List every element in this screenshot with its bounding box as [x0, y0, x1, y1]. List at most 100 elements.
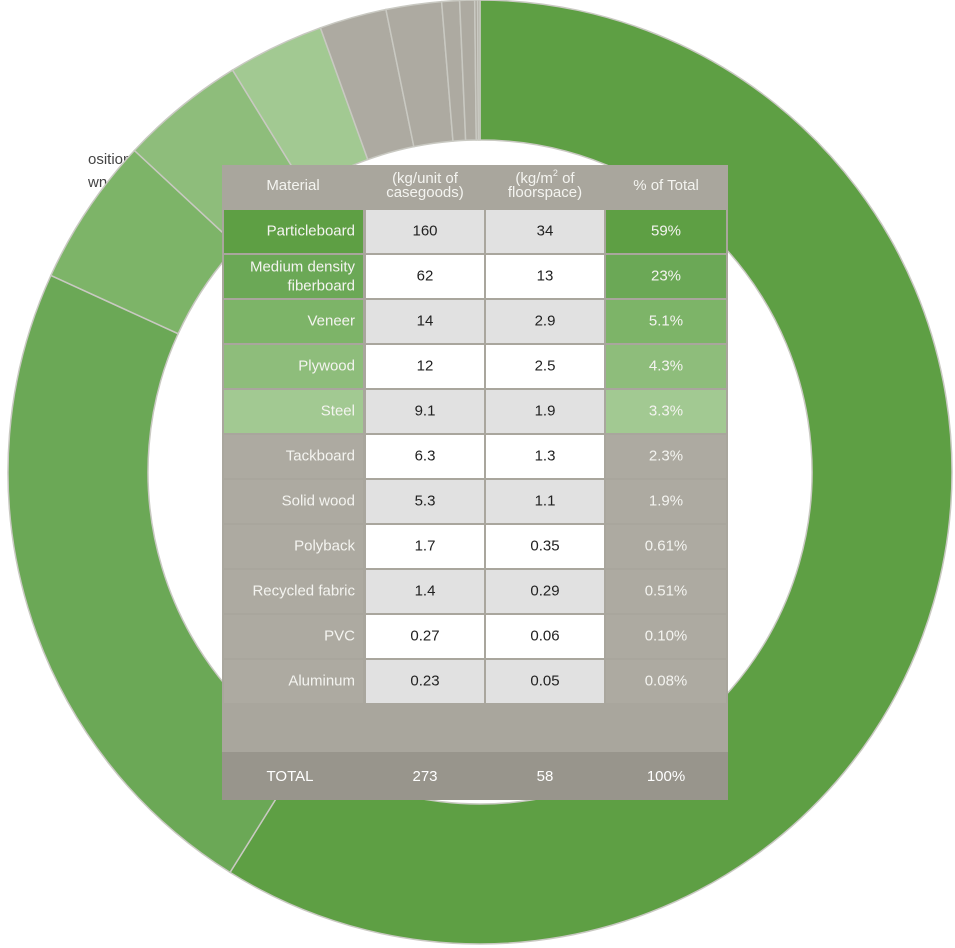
material-cell — [224, 480, 363, 523]
value-cell — [486, 300, 604, 343]
value-text: 9.1 — [415, 402, 436, 419]
value-cell — [486, 525, 604, 568]
value-cell — [486, 255, 604, 298]
value-text: 160 — [412, 222, 437, 239]
material-cell — [224, 525, 363, 568]
total-cell: 58 — [537, 768, 554, 785]
header-superscript: 2 — [553, 168, 558, 178]
value-text: 0.23 — [410, 672, 439, 689]
value-cell — [366, 660, 484, 703]
value-text: 2.5 — [535, 357, 556, 374]
material-label: PVC — [324, 627, 355, 644]
header-cell: Material — [266, 177, 319, 194]
percent-cell — [606, 210, 726, 253]
percent-label: 2.3% — [649, 447, 683, 464]
value-cell — [486, 435, 604, 478]
value-text: 0.29 — [530, 582, 559, 599]
percent-label: 4.3% — [649, 357, 683, 374]
value-text: 0.27 — [410, 627, 439, 644]
percent-label: 59% — [651, 222, 681, 239]
value-text: 6.3 — [415, 447, 436, 464]
value-text: 5.3 — [415, 492, 436, 509]
material-label: Steel — [321, 402, 355, 419]
material-label: Solid wood — [282, 492, 355, 509]
material-cell — [224, 300, 363, 343]
value-cell — [366, 255, 484, 298]
material-cell — [224, 390, 363, 433]
percent-cell — [606, 345, 726, 388]
percent-cell — [606, 300, 726, 343]
value-cell — [486, 345, 604, 388]
value-text: 1.3 — [535, 447, 556, 464]
value-cell — [486, 210, 604, 253]
material-label: Polyback — [294, 537, 355, 554]
material-label: Particleboard — [267, 222, 355, 239]
value-text: 0.35 — [530, 537, 559, 554]
value-cell — [366, 345, 484, 388]
total-cell: TOTAL — [267, 768, 314, 785]
percent-label: 23% — [651, 267, 681, 284]
material-label: Medium density fiberboard — [250, 258, 356, 294]
material-line: fiberboard — [283, 277, 355, 294]
value-text: 1.1 — [535, 492, 556, 509]
percent-label: 0.51% — [645, 582, 688, 599]
value-text: 34 — [537, 222, 554, 239]
material-cell — [224, 615, 363, 658]
value-cell — [366, 525, 484, 568]
percent-label: 3.3% — [649, 402, 683, 419]
material-label: Recycled fabric — [252, 582, 355, 599]
percent-cell — [606, 525, 726, 568]
value-text: 14 — [417, 312, 434, 329]
material-label: Veneer — [307, 312, 355, 329]
material-line: Medium density — [250, 258, 356, 275]
percent-cell — [606, 615, 726, 658]
value-cell — [486, 480, 604, 523]
percent-label: 0.08% — [645, 672, 688, 689]
material-cell — [224, 255, 363, 298]
value-text: 1.9 — [535, 402, 556, 419]
total-row — [222, 752, 728, 800]
percent-cell — [606, 435, 726, 478]
value-cell — [366, 570, 484, 613]
value-text: 0.06 — [530, 627, 559, 644]
material-label: Aluminum — [288, 672, 355, 689]
total-cell: 100% — [647, 768, 685, 785]
percent-cell — [606, 390, 726, 433]
value-text: 12 — [417, 357, 434, 374]
material-cell — [224, 570, 363, 613]
value-cell — [366, 480, 484, 523]
percent-cell — [606, 255, 726, 298]
total-cell: 273 — [412, 768, 437, 785]
material-cell — [224, 660, 363, 703]
value-text: 1.7 — [415, 537, 436, 554]
value-cell — [486, 390, 604, 433]
value-cell — [366, 300, 484, 343]
percent-cell — [606, 570, 726, 613]
value-cell — [366, 435, 484, 478]
header-cell: floorspace) — [508, 184, 582, 201]
value-cell — [366, 210, 484, 253]
header-cell: casegoods) — [386, 184, 464, 201]
value-cell — [486, 615, 604, 658]
material-label: Tackboard — [286, 447, 355, 464]
percent-cell — [606, 480, 726, 523]
header-cell: (kg/m2 of — [515, 168, 575, 187]
value-text: 62 — [417, 267, 434, 284]
material-cell — [224, 210, 363, 253]
value-cell — [486, 660, 604, 703]
material-label: Plywood — [298, 357, 355, 374]
header-text: (kg/m — [515, 170, 553, 187]
percent-label: 0.61% — [645, 537, 688, 554]
material-cell — [224, 435, 363, 478]
value-text: 0.05 — [530, 672, 559, 689]
donut-segment — [476, 0, 481, 141]
material-cell — [224, 345, 363, 388]
value-cell — [366, 390, 484, 433]
value-cell — [366, 615, 484, 658]
header-cell: % of Total — [633, 177, 699, 194]
percent-label: 5.1% — [649, 312, 683, 329]
header-text: of — [558, 170, 576, 187]
value-text: 1.4 — [415, 582, 436, 599]
